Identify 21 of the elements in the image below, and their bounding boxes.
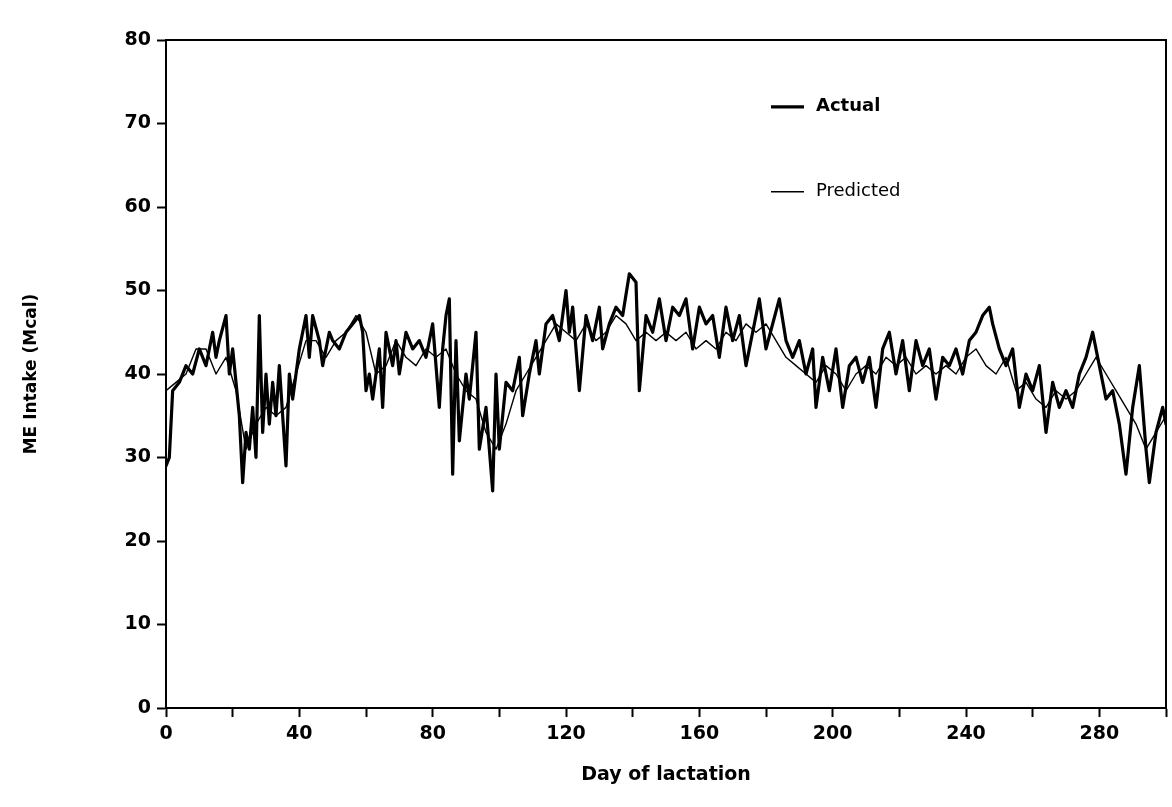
x-tick-label: 200 bbox=[812, 721, 853, 744]
y-tick-label: 60 bbox=[124, 193, 151, 216]
y-tick-label: 50 bbox=[124, 277, 151, 300]
x-tick-label: 280 bbox=[1079, 721, 1120, 744]
y-axis-title: ME Intake (Mcal) bbox=[20, 293, 41, 455]
y-tick-label: 10 bbox=[124, 611, 151, 634]
x-tick-label: 240 bbox=[946, 721, 986, 744]
y-tick-label: 70 bbox=[124, 110, 151, 133]
x-tick-label: 0 bbox=[159, 721, 173, 744]
x-tick-label: 80 bbox=[419, 721, 446, 744]
x-tick-label: 40 bbox=[286, 721, 313, 744]
x-axis-title: Day of lactation bbox=[581, 761, 751, 784]
y-tick-label: 30 bbox=[124, 444, 151, 467]
y-tick-label: 20 bbox=[124, 527, 151, 550]
x-tick-label: 120 bbox=[546, 721, 586, 744]
y-tick-label: 40 bbox=[124, 360, 151, 383]
x-tick-label: 160 bbox=[679, 721, 720, 744]
legend-label: Actual bbox=[816, 94, 881, 116]
y-tick-label: 0 bbox=[137, 694, 151, 717]
legend-label: Predicted bbox=[816, 179, 901, 201]
y-tick-label: 80 bbox=[124, 26, 151, 49]
